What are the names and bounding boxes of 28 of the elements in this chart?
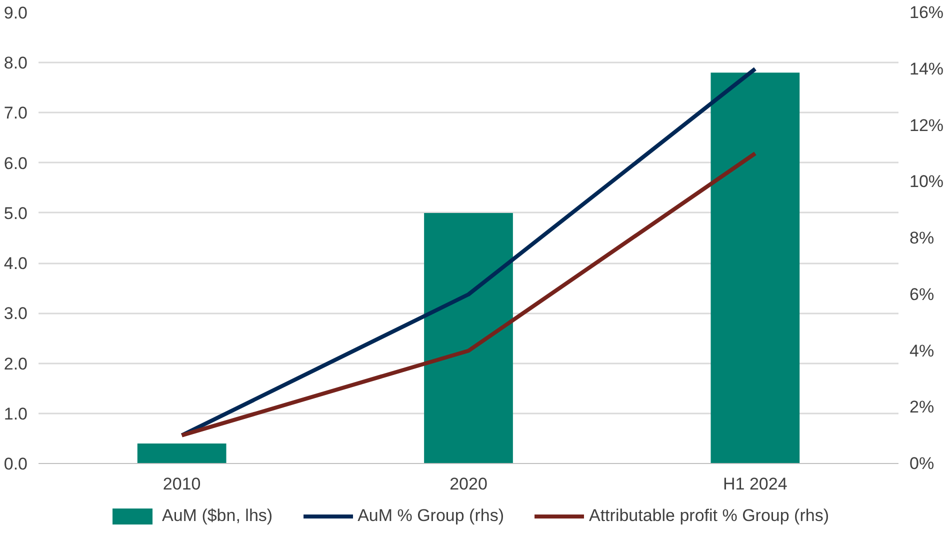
bar [424,212,513,464]
y2-tick-label: 4% [910,341,934,360]
y-tick-label: 3.0 [4,304,28,324]
y-tick-label: 0.0 [4,454,28,474]
legend-label: AuM ($bn, lhs) [162,506,273,526]
y2-tick-label: 8% [910,228,934,248]
bar [137,443,226,464]
y2-tick-label: 14% [910,59,944,78]
y-tick-label: 8.0 [4,54,28,73]
y2-tick-label: 2% [910,398,934,417]
y-tick-label: 1.0 [4,404,28,424]
y-tick-label: 7.0 [4,104,28,123]
x-tick-label: 2020 [450,474,488,494]
y2-tick-label: 6% [910,284,934,304]
y-tick-label: 2.0 [4,354,28,374]
y-tick-label: 6.0 [4,154,28,173]
legend-label: Attributable profit % Group (rhs) [589,506,829,526]
y2-tick-label: 0% [910,454,934,473]
bar [710,72,800,464]
y-tick-label: 9.0 [4,4,28,22]
y2-tick-label: 16% [910,3,944,22]
y2-tick-label: 10% [910,172,944,192]
y2-tick-label: 12% [910,116,944,135]
x-tick-label: H1 2024 [723,474,788,494]
x-tick-label: 2010 [162,474,201,494]
y-tick-label: 4.0 [4,254,28,274]
y-tick-label: 5.0 [4,204,28,223]
legend-label: AuM % Group (rhs) [358,506,504,526]
